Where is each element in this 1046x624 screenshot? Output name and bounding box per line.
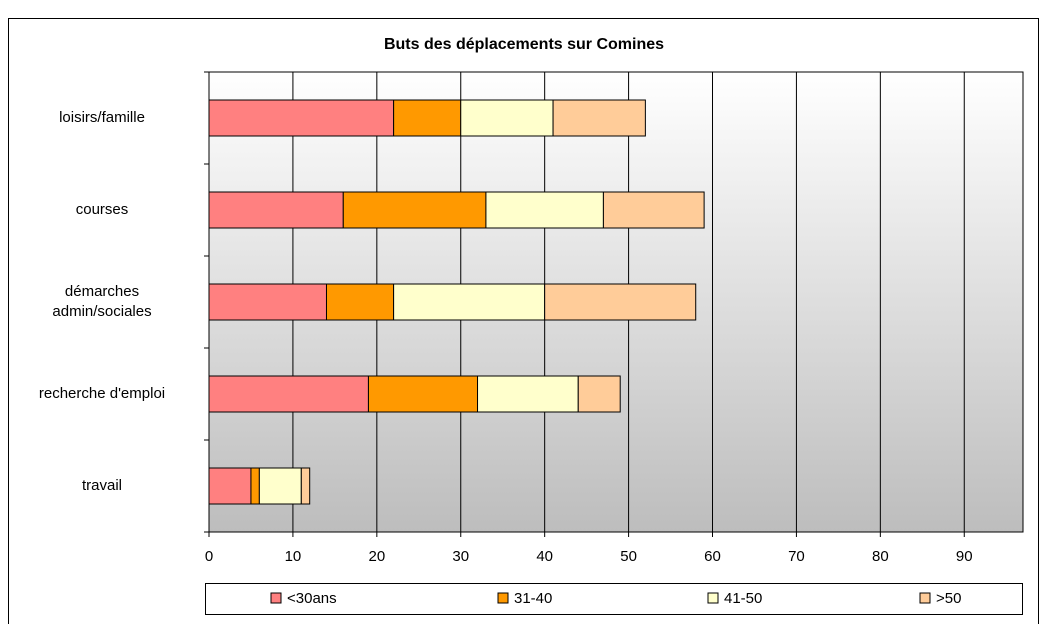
- bar-segment: [477, 375, 579, 413]
- y-tick-label: recherche d'emploi: [38, 385, 166, 402]
- x-tick-label: 0: [205, 548, 213, 565]
- bar-segment: [208, 375, 369, 413]
- y-tick-label: démarches admin/sociales: [52, 283, 152, 320]
- bar-segment: [577, 375, 621, 413]
- legend-label: <30ans: [287, 590, 337, 607]
- bar-segment: [460, 99, 554, 137]
- bar-segment: [544, 283, 697, 321]
- x-tick-label: 50: [620, 548, 637, 565]
- bar-segment: [208, 191, 344, 229]
- legend-label: 31-40: [514, 590, 552, 607]
- bar-segment: [393, 99, 462, 137]
- x-tick-label: 90: [956, 548, 973, 565]
- bar-segment: [258, 467, 302, 505]
- chart-title: Buts des déplacements sur Comines: [384, 36, 664, 53]
- y-tick-label: travail: [81, 477, 122, 494]
- y-tick-label: courses: [75, 201, 129, 218]
- bar-segment: [208, 99, 395, 137]
- bar-segment: [300, 467, 311, 505]
- bar-segment: [367, 375, 479, 413]
- y-tick-label: loisirs/famille: [59, 109, 145, 126]
- legend-swatch: [707, 592, 719, 604]
- bar-segment: [250, 467, 260, 505]
- legend-swatch: [497, 592, 509, 604]
- x-tick-label: 60: [704, 548, 721, 565]
- x-tick-label: 40: [536, 548, 553, 565]
- bar-segment: [485, 191, 604, 229]
- x-tick-label: 80: [872, 548, 889, 565]
- bar-segment: [208, 283, 327, 321]
- x-tick-label: 70: [788, 548, 805, 565]
- x-tick-label: 20: [368, 548, 385, 565]
- bar-segment: [602, 191, 705, 229]
- legend-label: 41-50: [724, 590, 762, 607]
- legend-swatch: [270, 592, 282, 604]
- legend-swatch: [919, 592, 931, 604]
- bar-segment: [325, 283, 395, 321]
- bar-segment: [208, 467, 252, 505]
- legend-label: >50: [936, 590, 961, 607]
- bar-segment: [393, 283, 546, 321]
- bar-segment: [342, 191, 487, 229]
- x-tick-label: 10: [285, 548, 302, 565]
- x-tick-label: 30: [452, 548, 469, 565]
- bar-segment: [552, 99, 646, 137]
- legend: [205, 583, 1023, 615]
